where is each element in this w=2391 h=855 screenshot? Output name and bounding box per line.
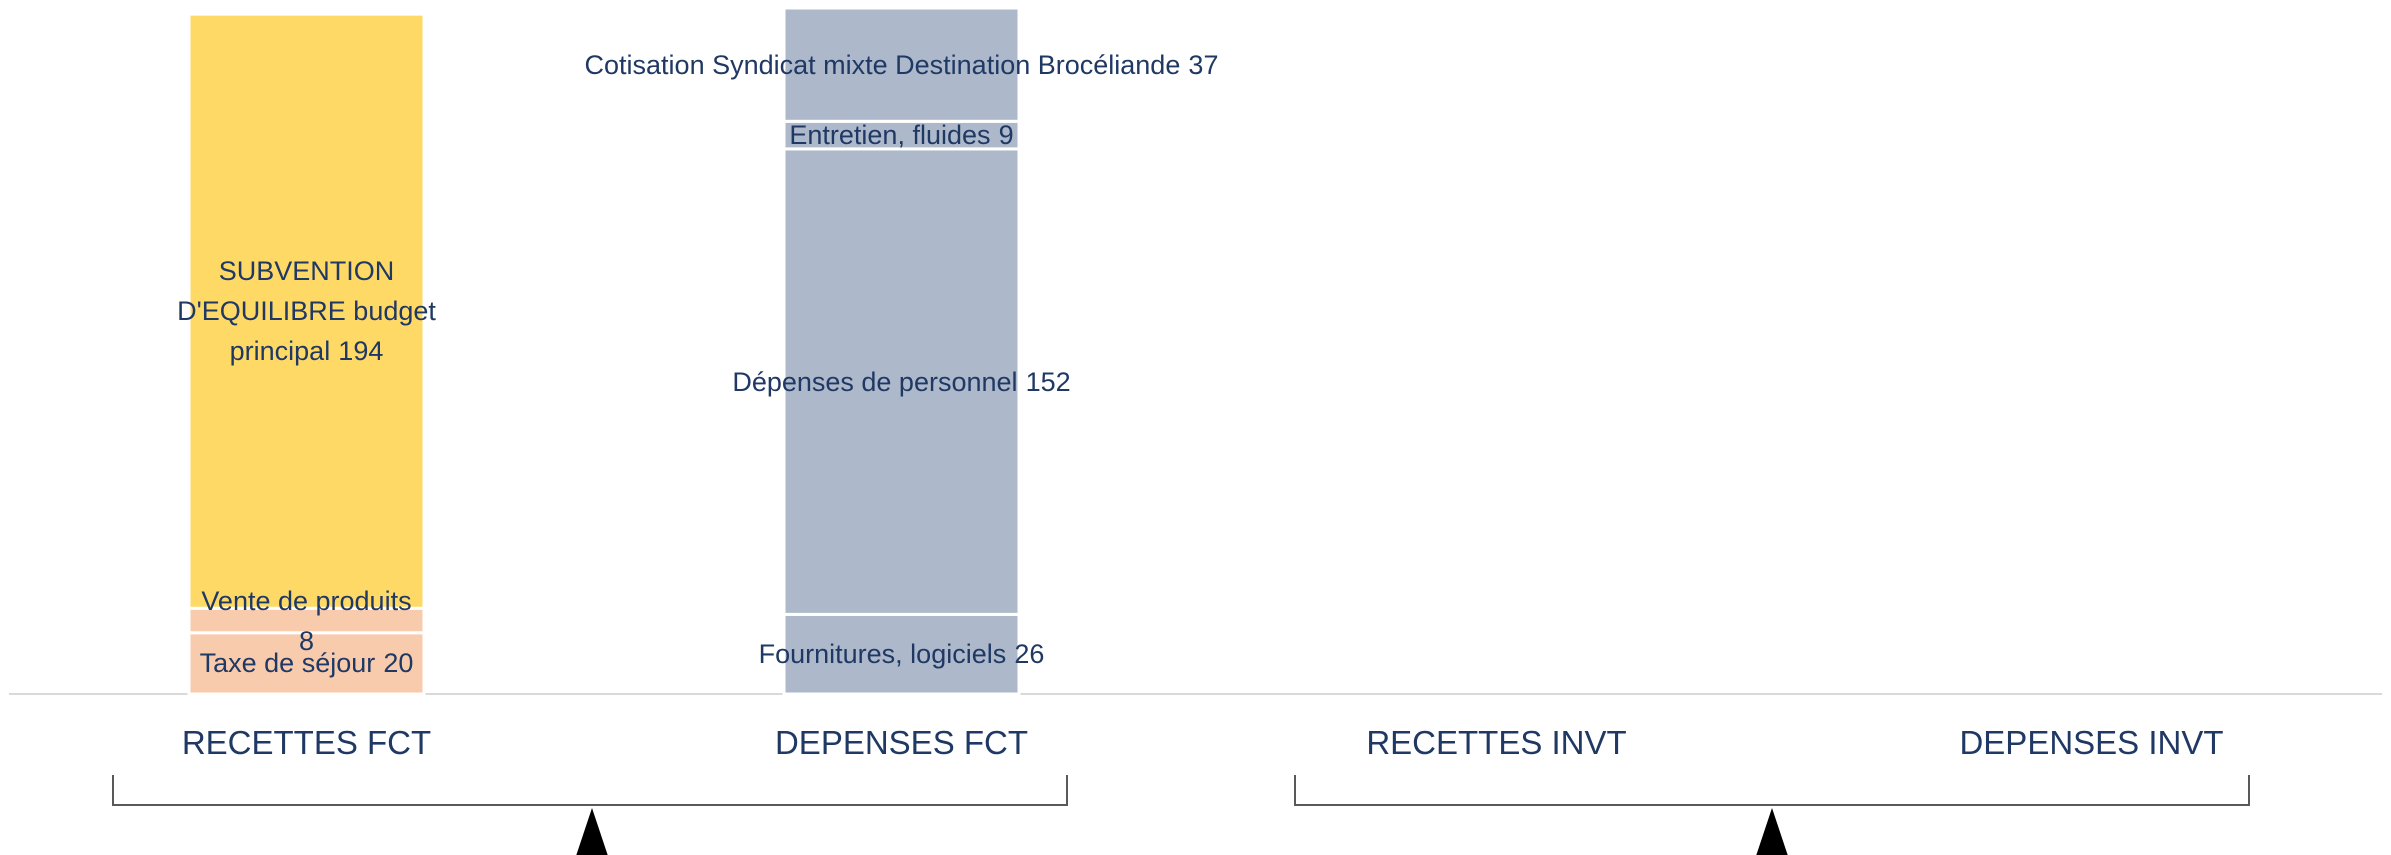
bracket (112, 775, 1068, 806)
segment-label: Taxe de séjour 20 (132, 643, 482, 683)
segment-label: SUBVENTION D'EQUILIBRE budget principal 1… (132, 251, 482, 371)
segment-value: 20 (383, 648, 414, 679)
segment-value: 8 (298, 625, 315, 656)
bar-segment (187, 631, 426, 696)
segment-name: Cotisation Syndicat mixte Destination Br… (584, 49, 1181, 80)
segment-value: 194 (338, 336, 384, 367)
bar-segment (782, 6, 1021, 123)
segment-name: Entretien, fluides (789, 120, 991, 151)
segment-label: Dépenses de personnel 152 (732, 362, 1070, 402)
fulcrum (576, 808, 608, 855)
category-label: RECETTES INVT (1366, 724, 1627, 761)
category-label: RECETTES FCT (181, 724, 432, 761)
bar-segment (187, 606, 426, 635)
category-label: DEPENSES INVT (1959, 724, 2224, 761)
segment-value: 9 (998, 120, 1014, 151)
fulcrum (1756, 808, 1788, 855)
segment-label: Fournitures, logiciels 26 (759, 634, 1045, 674)
segment-name: Dépenses de personnel (732, 366, 1018, 397)
bar-segment (187, 12, 426, 610)
segment-name: Taxe de séjour (199, 648, 376, 679)
segment-value: 152 (1025, 366, 1071, 397)
bracket (1294, 775, 2250, 806)
category-label: DEPENSES FCT (774, 724, 1029, 761)
segment-label: Vente de produits 8 (201, 581, 411, 661)
segment-value: 26 (1014, 639, 1045, 670)
segment-name: SUBVENTION D'EQUILIBRE budget principal (177, 256, 436, 367)
segment-value: 37 (1188, 49, 1219, 80)
segment-name: Fournitures, logiciels (758, 639, 1007, 670)
segment-name: Vente de produits (201, 585, 412, 616)
brackets (112, 775, 2250, 806)
segment-label: Cotisation Syndicat mixte Destination Br… (585, 45, 1219, 85)
segment-label: Entretien, fluides 9 (789, 115, 1013, 155)
